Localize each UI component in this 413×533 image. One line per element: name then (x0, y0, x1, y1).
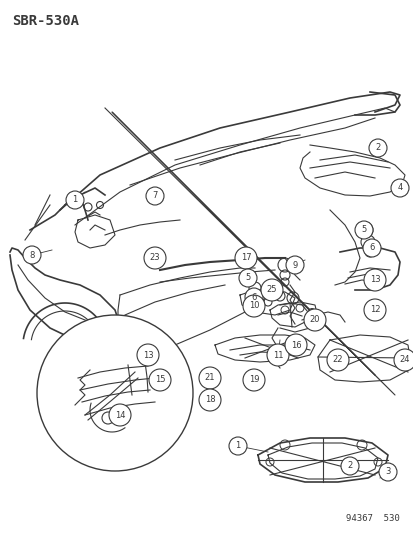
Circle shape (266, 344, 288, 366)
Text: 7: 7 (152, 191, 157, 200)
Circle shape (235, 247, 256, 269)
Circle shape (144, 247, 166, 269)
Text: 24: 24 (399, 356, 409, 365)
Circle shape (238, 269, 256, 287)
Circle shape (23, 246, 41, 264)
Circle shape (146, 187, 164, 205)
Circle shape (363, 269, 385, 291)
Circle shape (149, 369, 171, 391)
Circle shape (303, 309, 325, 331)
Circle shape (242, 295, 264, 317)
Circle shape (340, 457, 358, 475)
Text: 12: 12 (369, 305, 379, 314)
Text: 13: 13 (142, 351, 153, 359)
Circle shape (378, 463, 396, 481)
Circle shape (66, 191, 84, 209)
Text: 18: 18 (204, 395, 215, 405)
Text: 11: 11 (272, 351, 282, 359)
Text: 3: 3 (385, 467, 390, 477)
Circle shape (285, 256, 303, 274)
Circle shape (362, 239, 380, 257)
Circle shape (199, 367, 221, 389)
Circle shape (363, 299, 385, 321)
Text: 16: 16 (290, 341, 301, 350)
Circle shape (260, 279, 282, 301)
Circle shape (109, 404, 131, 426)
Text: 1: 1 (235, 441, 240, 450)
Circle shape (37, 315, 192, 471)
Text: 9: 9 (292, 261, 297, 270)
Text: 17: 17 (240, 254, 251, 262)
Circle shape (244, 288, 262, 306)
Circle shape (228, 437, 247, 455)
Circle shape (199, 389, 221, 411)
Circle shape (368, 139, 386, 157)
Circle shape (390, 179, 408, 197)
Text: 8: 8 (29, 251, 35, 260)
Circle shape (326, 349, 348, 371)
Circle shape (137, 344, 159, 366)
Text: 21: 21 (204, 374, 215, 383)
Text: 6: 6 (368, 244, 374, 253)
Text: 20: 20 (309, 316, 320, 325)
Text: SBR-530A: SBR-530A (12, 14, 79, 28)
Text: 2: 2 (375, 143, 380, 152)
Text: 25: 25 (266, 286, 277, 295)
Text: 5: 5 (245, 273, 250, 282)
Text: 13: 13 (369, 276, 380, 285)
Text: 6: 6 (251, 293, 256, 302)
Circle shape (242, 369, 264, 391)
Text: 4: 4 (396, 183, 402, 192)
Text: 94367  530: 94367 530 (345, 514, 399, 523)
Circle shape (284, 334, 306, 356)
Circle shape (393, 349, 413, 371)
Text: 23: 23 (150, 254, 160, 262)
Text: 15: 15 (154, 376, 165, 384)
Text: 2: 2 (347, 462, 352, 471)
Text: 14: 14 (114, 410, 125, 419)
Text: 22: 22 (332, 356, 342, 365)
Text: 5: 5 (361, 225, 366, 235)
Text: 1: 1 (72, 196, 78, 205)
Circle shape (354, 221, 372, 239)
Text: 10: 10 (248, 302, 259, 311)
Text: 19: 19 (248, 376, 259, 384)
